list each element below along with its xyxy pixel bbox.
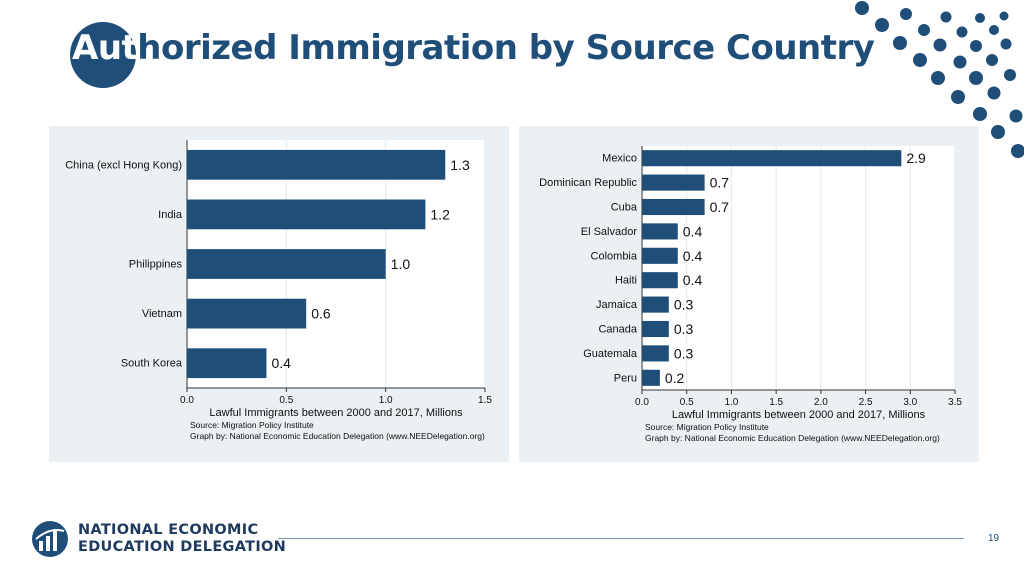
category-label: Philippines: [129, 259, 183, 271]
category-label: Peru: [614, 372, 637, 384]
value-label: 1.0: [391, 256, 411, 272]
credit-note: Graph by: National Economic Education De…: [645, 433, 940, 443]
x-tick-label: 1.5: [769, 397, 783, 408]
category-label: Dominican Republic: [539, 177, 637, 189]
value-label: 0.3: [674, 345, 694, 361]
x-tick-label: 0.5: [279, 395, 293, 406]
need-logo-icon: [32, 521, 68, 557]
value-label: 0.4: [271, 355, 291, 371]
source-note: Source: Migration Policy Institute: [190, 420, 314, 430]
bar: [642, 150, 902, 167]
value-label: 0.4: [683, 248, 703, 264]
bar: [642, 345, 669, 362]
bar: [642, 198, 705, 216]
page-title-rest: horized Immigration by Source Country: [137, 28, 875, 68]
bar: [642, 247, 678, 264]
x-tick-label: 0.0: [180, 395, 194, 406]
chart-americas: 0.0 0.5 1.0 1.5 2.0 2.5 3.0 3.5 Mexico 2.9 Dominic…: [539, 146, 962, 443]
value-label: 0.2: [665, 370, 685, 386]
x-tick-label: 0.0: [635, 397, 649, 408]
value-label: 0.4: [683, 223, 703, 239]
category-label: Canada: [598, 324, 637, 336]
bar: [642, 223, 678, 240]
x-tick-label: 1.0: [724, 397, 738, 408]
value-label: 0.7: [710, 175, 730, 191]
value-label: 0.4: [683, 272, 703, 288]
page-title: Authorized Immigration by Source Country: [72, 28, 875, 68]
bar: [642, 296, 669, 313]
logo-line-2: EDUCATION DELEGATION: [78, 539, 287, 555]
category-label: China (excl Hong Kong): [65, 159, 182, 171]
source-note: Source: Migration Policy Institute: [645, 422, 769, 432]
value-label: 1.2: [430, 206, 450, 222]
value-label: 2.9: [906, 150, 926, 166]
page-title-lead: Aut: [72, 28, 138, 68]
bar: [642, 174, 705, 191]
x-tick-label: 1.5: [478, 395, 492, 406]
bar: [187, 149, 446, 180]
chart-asia: 0.0 0.5 1.0 1.5 China (excl Hong Kong) 1.3 Ind…: [65, 140, 492, 441]
logo-line-1: NATIONAL ECONOMIC: [78, 522, 259, 538]
decorative-dots: [855, 1, 1024, 158]
category-label: Cuba: [611, 202, 638, 214]
chart-panel-asia: 0.0 0.5 1.0 1.5 China (excl Hong Kong) 1.3 Ind…: [49, 126, 509, 462]
category-label: Colombia: [591, 250, 638, 262]
bar: [642, 272, 678, 289]
bar: [187, 348, 267, 379]
category-label: Vietnam: [142, 308, 182, 320]
value-label: 0.7: [710, 199, 730, 215]
x-tick-label: 3.5: [948, 397, 962, 408]
category-label: Mexico: [602, 153, 637, 165]
logo-text: NATIONAL ECONOMIC EDUCATION DELEGATION: [78, 522, 286, 556]
x-tick-label: 0.5: [680, 397, 694, 408]
bar: [642, 369, 660, 386]
x-axis-label: Lawful Immigrants between 2000 and 2017,…: [672, 409, 926, 421]
value-label: 0.3: [674, 321, 694, 337]
category-label: India: [158, 209, 183, 221]
value-label: 1.3: [450, 157, 470, 173]
x-tick-label: 1.0: [379, 395, 393, 406]
x-tick-label: 2.5: [859, 397, 873, 408]
bar: [187, 199, 426, 230]
value-label: 0.6: [311, 306, 331, 322]
category-label: El Salvador: [581, 226, 638, 238]
bar: [187, 298, 307, 329]
title-accent-circle: [70, 22, 136, 88]
credit-note: Graph by: National Economic Education De…: [190, 431, 485, 441]
bar: [187, 249, 386, 279]
category-label: South Korea: [121, 358, 183, 370]
x-axis-label: Lawful Immigrants between 2000 and 2017,…: [209, 407, 463, 419]
chart-panel-americas: 0.0 0.5 1.0 1.5 2.0 2.5 3.0 3.5 Mexico 2.9 Dominic…: [519, 126, 979, 462]
page-number: 19: [988, 533, 1000, 544]
footer-divider: [278, 538, 964, 539]
x-tick-label: 3.0: [903, 397, 917, 408]
bar: [642, 320, 669, 338]
category-label: Haiti: [615, 275, 637, 287]
category-label: Jamaica: [596, 299, 638, 311]
category-label: Guatemala: [583, 348, 638, 360]
value-label: 0.3: [674, 297, 694, 313]
x-tick-label: 2.0: [814, 397, 828, 408]
